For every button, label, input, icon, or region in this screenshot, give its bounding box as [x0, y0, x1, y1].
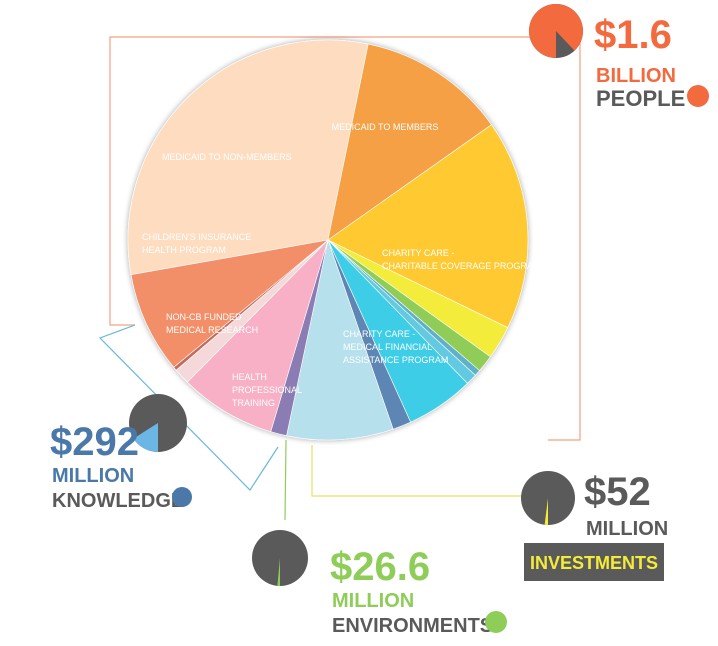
knowledge-dot-icon: [172, 487, 192, 507]
people-category: PEOPLE: [596, 86, 685, 111]
investments-amount: $52: [584, 470, 651, 514]
share-wedge: [528, 3, 583, 59]
pie-slice-label: CHARITY CARE -MEDICAL FINANCIAL ASSISTANC…: [343, 329, 448, 365]
people-connector-right: [548, 37, 581, 441]
knowledge-amount: $292: [50, 420, 139, 464]
investments-unit: MILLION: [586, 518, 668, 540]
environments-dot-icon: [485, 611, 507, 633]
pie-slice: [186, 239, 329, 432]
investments-callout: $52 MILLION INVESTMENTS: [521, 470, 668, 581]
people-unit: BILLION: [596, 65, 676, 87]
pie-labels: MEDICAID TO MEMBERS CHARITY CARE -CHARITA…: [142, 122, 546, 408]
share-wedge: [277, 558, 280, 587]
pie-slice-label: HEALTH PROFESSIONAL TRAINING: [232, 372, 302, 408]
pie-slice-label: NON-CB FUNDED MEDICAL RESEARCH: [166, 312, 258, 335]
environments-share-icon: [252, 530, 308, 587]
investments-share-icon: [521, 471, 575, 525]
environments-unit: MILLION: [332, 590, 414, 612]
pie-slice-label: CHILDREN'S INSURANCE HEALTH PROGRAM: [142, 232, 251, 255]
pie-chart: [127, 39, 529, 441]
investments-label-box: [524, 543, 664, 581]
environments-category: ENVIRONMENTS: [332, 615, 493, 637]
people-callout: $1.6 BILLION PEOPLE: [528, 3, 709, 111]
pie-slice-label: CHARITY CARE -CHARITABLE COVERAGE PROGRA…: [382, 248, 546, 271]
people-dot-icon: [687, 85, 709, 107]
share-wedge: [544, 498, 548, 525]
people-share-icon: [528, 3, 583, 59]
knowledge-unit: MILLION: [52, 465, 134, 487]
share-wedge: [133, 423, 158, 452]
pie-slice: [130, 239, 330, 368]
pie-slice-label: MEDICAID TO MEMBERS: [332, 122, 439, 132]
investments-connector: [311, 445, 524, 497]
investments-category: INVESTMENTS: [530, 553, 658, 573]
environments-callout: $26.6 MILLION ENVIRONMENTS: [252, 530, 507, 637]
people-amount: $1.6: [594, 13, 672, 57]
knowledge-share-icon: [129, 394, 187, 452]
environments-connector: [284, 439, 287, 521]
knowledge-callout: $292 MILLION KNOWLEDGE: [50, 394, 192, 512]
pie-slice: [127, 39, 369, 276]
knowledge-category: KNOWLEDGE: [52, 490, 184, 512]
pie-slice: [327, 43, 492, 241]
pie-slice: [327, 124, 529, 329]
pie-slice: [286, 238, 394, 441]
people-connector: [109, 36, 530, 326]
pie-slice-label: MEDICAID TO NON-MEMBERS: [162, 152, 292, 162]
environments-amount: $26.6: [330, 545, 430, 589]
